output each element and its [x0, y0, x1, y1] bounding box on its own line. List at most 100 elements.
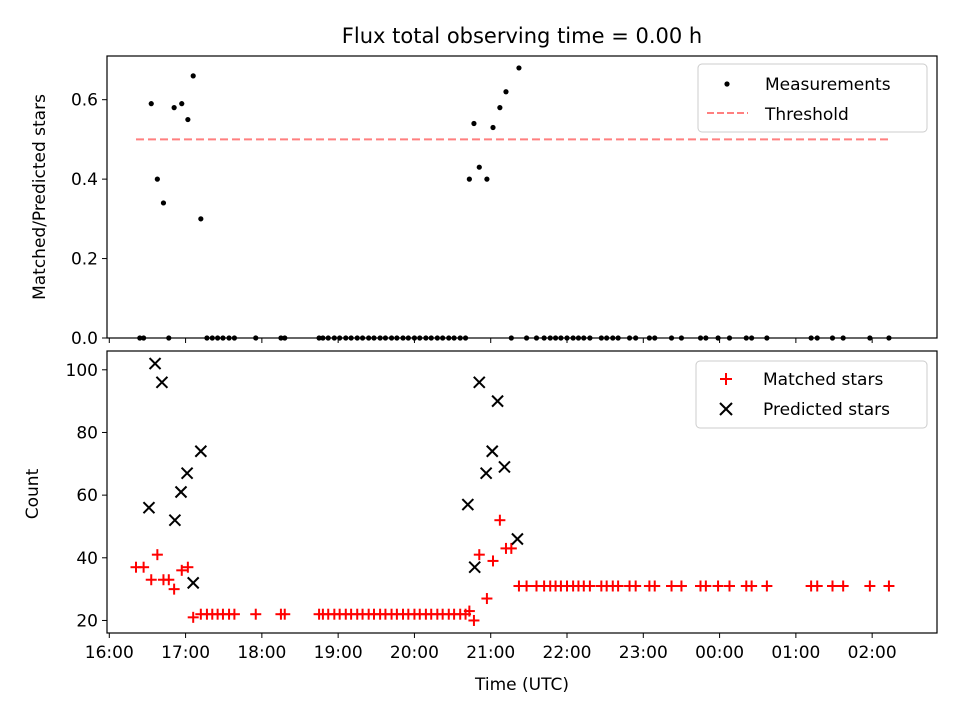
xtick-label: 19:00	[314, 643, 363, 663]
predicted-star-point	[148, 357, 162, 370]
matched-star-point	[666, 580, 678, 592]
top-ylabel: Matched/Predicted stars	[30, 94, 50, 300]
bottom-panel: 20 40 60 80 100 16:00 17:00 18:00 19:00 20:00 21:…	[23, 350, 938, 695]
predicted-star-point	[194, 445, 208, 458]
legend-predicted-label: Predicted stars	[763, 400, 890, 420]
matched-star-point	[176, 564, 188, 576]
bottom-ytick-label: 40	[76, 549, 98, 569]
top-ytick-label: 0.4	[71, 170, 98, 190]
predicted-star-point	[168, 513, 182, 527]
matched-star-point	[468, 614, 480, 626]
chart-title: Flux total observing time = 0.00 h	[342, 24, 702, 48]
predicted-star-point	[479, 466, 493, 480]
legend-matched-marker	[720, 373, 732, 385]
measurement-point	[466, 176, 472, 182]
measurement-point	[497, 105, 503, 111]
predicted-star-point	[174, 485, 188, 499]
legend-matched-label: Matched stars	[763, 370, 883, 390]
top-axes-frame	[106, 55, 938, 339]
matched-star-point	[612, 580, 624, 592]
xtick-label: 20:00	[390, 643, 439, 663]
top-ytick-label: 0.0	[71, 329, 98, 349]
matched-star-point	[630, 580, 642, 592]
xtick-label: 22:00	[543, 643, 592, 663]
legend-threshold-label: Threshold	[764, 105, 849, 125]
legend-measurements-marker	[724, 81, 730, 87]
bottom-ytick-label: 60	[76, 486, 98, 506]
matched-star-point	[138, 561, 150, 573]
top-legend-frame	[697, 63, 928, 133]
matched-star-point	[494, 514, 506, 526]
bottom-ytick-label: 80	[76, 423, 98, 443]
matched-star-point	[811, 580, 823, 592]
measurement-point	[160, 200, 167, 206]
predicted-star-point	[155, 376, 169, 389]
bottom-ytick-label: 100	[66, 361, 98, 381]
matched-star-point	[168, 583, 180, 595]
top-legend: Measurements Threshold	[697, 63, 928, 133]
predicted-star-point	[473, 376, 486, 389]
measurement-point	[154, 176, 160, 182]
matched-star-point	[145, 574, 157, 586]
matched-star-point	[473, 549, 485, 561]
matched-star-point	[163, 574, 175, 586]
xtick-label: 16:00	[85, 643, 134, 663]
bottom-marks	[130, 357, 895, 626]
top-ytick-label: 0.2	[71, 250, 98, 270]
matched-star-point	[761, 580, 773, 592]
matched-star-point	[481, 593, 493, 605]
xtick-label: 18:00	[237, 643, 286, 663]
bottom-ytick-label: 20	[76, 611, 98, 631]
matched-star-point	[883, 580, 895, 592]
measurement-point	[171, 105, 177, 111]
xtick-label: 00:00	[695, 643, 744, 663]
matched-star-point	[151, 549, 163, 561]
matched-star-point	[826, 580, 838, 592]
xtick-label: 21:00	[466, 643, 515, 663]
bottom-legend: Matched stars Predicted stars	[695, 360, 928, 429]
matched-star-point	[584, 580, 596, 592]
matched-star-point	[250, 608, 262, 620]
top-panel: 0.0 0.2 0.4 0.6 Matched/Predicted stars Mea…	[30, 55, 938, 349]
matched-star-point	[746, 580, 758, 592]
matched-star-point	[649, 580, 661, 592]
predicted-star-point	[498, 460, 511, 474]
predicted-star-point	[468, 560, 481, 574]
measurement-point	[179, 101, 185, 107]
matched-star-point	[521, 580, 533, 592]
matched-star-point	[700, 580, 712, 592]
measurement-point	[516, 65, 522, 71]
matched-star-point	[864, 580, 876, 592]
measurement-point	[490, 124, 496, 131]
bottom-axes-frame	[106, 350, 938, 634]
measurement-point	[471, 120, 477, 127]
matched-star-point	[837, 580, 849, 592]
predicted-star-point	[180, 466, 194, 480]
matched-star-point	[487, 555, 499, 567]
matched-star-point	[228, 608, 240, 620]
x-axis-label: Time (UTC)	[474, 675, 569, 695]
xtick-label: 01:00	[771, 643, 820, 663]
predicted-star-point	[186, 576, 200, 590]
measurement-point	[148, 101, 154, 107]
legend-predicted-marker	[719, 402, 733, 416]
predicted-star-point	[491, 394, 504, 408]
measurement-point	[484, 176, 490, 182]
bottom-ylabel: Count	[23, 468, 43, 519]
xtick-label: 17:00	[161, 643, 210, 663]
predicted-star-point	[486, 445, 499, 458]
measurement-point	[503, 89, 509, 95]
matched-star-point	[675, 580, 687, 592]
matched-star-point	[724, 580, 735, 592]
measurement-point	[198, 216, 204, 222]
predicted-star-point	[511, 532, 524, 546]
predicted-star-point	[142, 501, 156, 514]
predicted-star-point	[461, 498, 475, 511]
matched-star-point	[463, 605, 475, 617]
bottom-legend-frame	[695, 360, 928, 429]
matched-star-point	[187, 611, 199, 623]
xtick-label: 02:00	[848, 643, 897, 663]
xtick-label: 23:00	[619, 643, 668, 663]
matched-star-point	[279, 608, 291, 620]
